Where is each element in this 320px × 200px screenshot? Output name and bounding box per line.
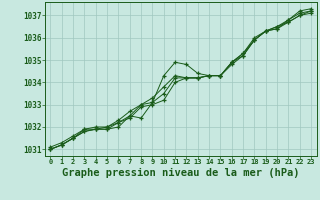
X-axis label: Graphe pression niveau de la mer (hPa): Graphe pression niveau de la mer (hPa) [62, 168, 300, 178]
